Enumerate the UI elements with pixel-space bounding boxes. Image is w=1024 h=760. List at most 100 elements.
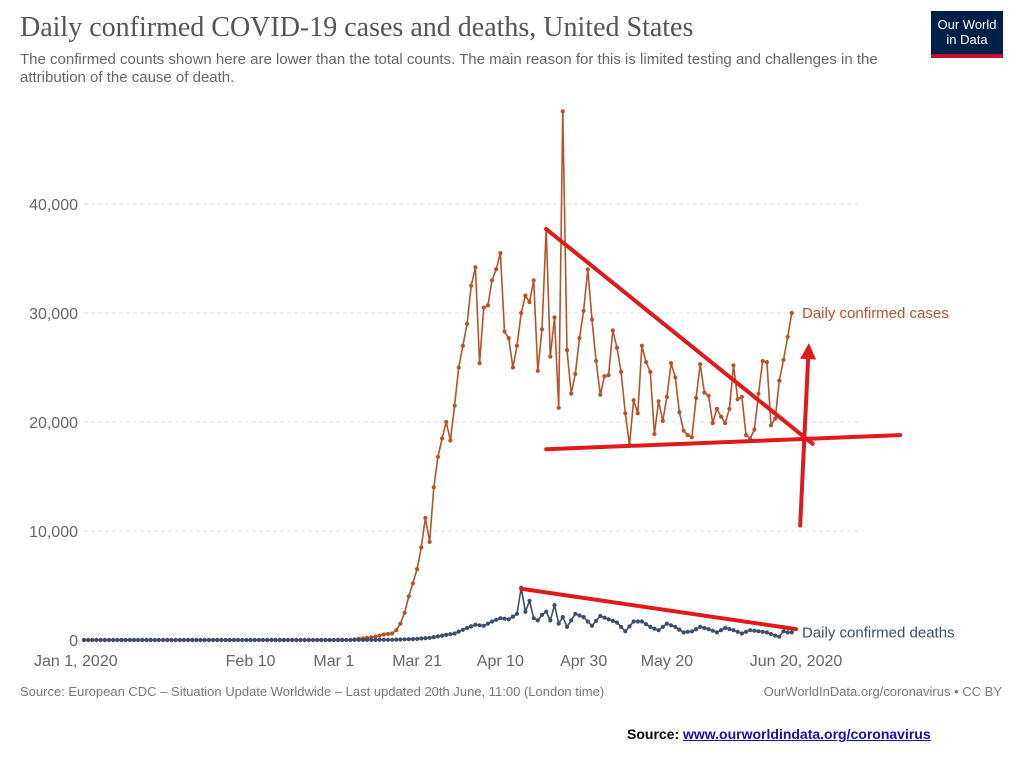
deaths-point [86, 637, 91, 643]
logo-line-1: Our World [937, 17, 997, 32]
cases-point [781, 357, 786, 362]
red-trend-line [544, 433, 903, 452]
deaths-point [306, 637, 311, 643]
deaths-point [494, 617, 499, 622]
cases-point [639, 343, 645, 348]
deaths-point [165, 637, 170, 643]
y-tick-label: 0 [69, 633, 78, 650]
deaths-point [277, 637, 282, 643]
deaths-point [785, 630, 790, 635]
deaths-point [173, 637, 178, 643]
deaths-point [635, 619, 640, 624]
deaths-point [489, 619, 495, 624]
deaths-point [789, 630, 794, 635]
line-chart: 0 10,000 20,000 30,000 40,000 Jan 1, 2020 Feb… [29, 109, 955, 670]
deaths-point [614, 620, 620, 625]
deaths-point [556, 621, 561, 626]
cases-point [694, 395, 699, 401]
x-tick-label: Jun 20, 2020 [750, 653, 843, 670]
deaths-point [240, 637, 245, 643]
cases-point [673, 375, 678, 380]
deaths-point [190, 637, 195, 643]
deaths-point [310, 637, 316, 643]
cases-point [373, 634, 378, 639]
deaths-point [398, 637, 403, 642]
cases-point [465, 321, 470, 326]
deaths-point [531, 616, 536, 621]
deaths-point [211, 637, 216, 643]
deaths-point [169, 637, 174, 643]
deaths-point [215, 637, 220, 643]
deaths-point [156, 637, 161, 643]
cases-point [752, 427, 757, 432]
owid-logo[interactable]: Our World in Data [931, 11, 1003, 58]
source-link[interactable]: www.ourworldindata.org/coronavirus [683, 726, 931, 742]
deaths-point [152, 637, 157, 643]
deaths-point [485, 621, 490, 626]
cases-point [785, 334, 790, 340]
deaths-point [331, 637, 336, 643]
deaths-point [181, 637, 186, 643]
deaths-point [660, 624, 665, 630]
cases-point [789, 310, 794, 316]
source-label: Source: [627, 726, 680, 742]
cases-point [556, 405, 561, 410]
deaths-point [111, 637, 116, 643]
deaths-point [94, 637, 99, 643]
deaths-point [198, 637, 203, 643]
deaths-point [265, 637, 270, 643]
deaths-point [735, 629, 740, 634]
cases-point [560, 109, 565, 114]
deaths-point [369, 637, 374, 643]
cases-point [581, 308, 586, 313]
cases-point [635, 411, 640, 416]
deaths-point [236, 637, 241, 643]
deaths-point [539, 612, 545, 618]
cases-point [440, 436, 445, 441]
deaths-point [415, 636, 420, 642]
y-axis-labels: 0 10,000 20,000 30,000 40,000 [29, 197, 78, 650]
deaths-point [385, 637, 391, 642]
deaths-point [298, 637, 303, 643]
cases-point [548, 354, 553, 359]
deaths-point [569, 618, 574, 623]
cases-point [402, 610, 407, 615]
deaths-point [161, 637, 166, 643]
deaths-point [610, 618, 615, 624]
deaths-point [535, 618, 540, 623]
deaths-point [706, 627, 711, 632]
deaths-point [560, 615, 565, 620]
deaths-point [402, 637, 407, 642]
deaths-point [269, 637, 274, 643]
cases-point [514, 343, 520, 348]
cases-point [573, 371, 578, 377]
cases-point [469, 283, 474, 288]
deaths-point [585, 619, 590, 624]
cases-point [714, 406, 720, 411]
deaths-point [689, 629, 695, 634]
deaths-point [460, 627, 465, 632]
deaths-point [119, 637, 124, 643]
x-axis-labels: Jan 1, 2020 Feb 10 Mar 1 Mar 21 Apr 10 Apr 30… [34, 653, 842, 670]
deaths-point [773, 633, 778, 638]
deaths-point [327, 637, 332, 643]
deaths-point [685, 629, 690, 634]
deaths-point [102, 637, 107, 643]
x-tick-label: Apr 30 [560, 653, 607, 670]
x-tick-label: Mar 21 [392, 653, 442, 670]
cases-point [564, 348, 570, 353]
deaths-point [639, 619, 645, 624]
series-deaths [81, 585, 794, 643]
deaths-point [302, 637, 307, 643]
deaths-point [435, 634, 440, 639]
cases-point [473, 265, 478, 270]
series-labels: Daily confirmed cases Daily confirmed dea… [802, 305, 955, 641]
deaths-point [748, 628, 753, 633]
annotation-group [519, 227, 903, 632]
deaths-point [502, 616, 507, 621]
deaths-point [348, 637, 353, 643]
deaths-point [285, 637, 291, 643]
deaths-point [410, 637, 415, 642]
footer-license[interactable]: OurWorldInData.org/coronavirus • CC BY [763, 684, 1002, 699]
cases-point [569, 391, 574, 396]
